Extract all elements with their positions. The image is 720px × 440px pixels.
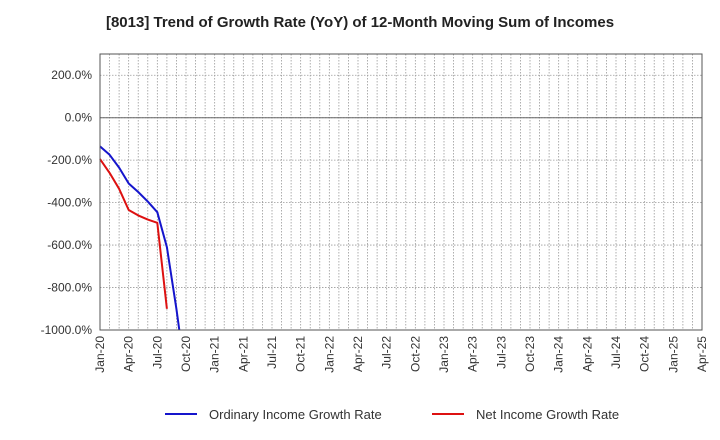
- x-tick-label: Jul-20: [150, 336, 164, 369]
- series-line: [99, 145, 181, 331]
- x-tick-label: Jan-24: [552, 336, 566, 373]
- x-tick-label: Apr-23: [466, 336, 480, 372]
- legend-label: Ordinary Income Growth Rate: [209, 407, 382, 422]
- x-tick-label: Oct-23: [523, 336, 537, 372]
- x-tick-label: Apr-20: [122, 336, 136, 372]
- x-tick-label: Jan-23: [437, 336, 451, 373]
- plot-frame: [99, 53, 703, 331]
- x-tick-label: Jan-22: [322, 336, 336, 373]
- y-axis-ticks: 200.0% 0.0% -200.0% -400.0% -600.0% -800.0% -1…: [41, 68, 93, 337]
- x-tick-label: Jul-23: [494, 336, 508, 369]
- y-tick-label: 200.0%: [51, 68, 92, 82]
- y-tick-label: -600.0%: [47, 238, 92, 252]
- legend: Ordinary Income Growth Rate Net Income Gr…: [165, 407, 619, 422]
- legend-label: Net Income Growth Rate: [476, 407, 619, 422]
- x-tick-label: Apr-25: [695, 336, 709, 372]
- x-tick-label: Jan-20: [93, 336, 107, 373]
- x-tick-label: Oct-24: [638, 336, 652, 372]
- x-tick-label: Oct-21: [294, 336, 308, 372]
- x-tick-label: Apr-22: [351, 336, 365, 372]
- series-line: [99, 158, 168, 309]
- x-tick-label: Jan-25: [666, 336, 680, 373]
- x-tick-label: Apr-21: [236, 336, 250, 372]
- x-tick-label: Oct-20: [179, 336, 193, 372]
- y-tick-label: -200.0%: [47, 153, 92, 167]
- x-tick-label: Apr-24: [580, 336, 594, 372]
- plot-area: [100, 54, 702, 330]
- x-tick-label: Jul-24: [609, 336, 623, 369]
- series-lines: [99, 145, 181, 331]
- x-tick-label: Jan-21: [208, 336, 222, 373]
- x-tick-label: Jul-21: [265, 336, 279, 369]
- y-tick-label: -400.0%: [47, 196, 92, 210]
- y-tick-label: 0.0%: [65, 111, 93, 125]
- chart-title: [8013] Trend of Growth Rate (YoY) of 12-…: [105, 14, 615, 31]
- y-tick-label: -800.0%: [47, 281, 92, 295]
- y-tick-label: -1000.0%: [41, 323, 93, 337]
- x-tick-label: Oct-22: [408, 336, 422, 372]
- x-tick-label: Jul-22: [380, 336, 394, 369]
- x-axis-ticks: Jan-20 Apr-20 Jul-20 Oct-20 Jan-21 Apr-21 Jul-…: [93, 336, 709, 373]
